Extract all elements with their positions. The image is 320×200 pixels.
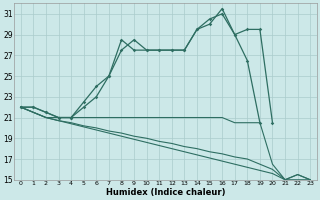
X-axis label: Humidex (Indice chaleur): Humidex (Indice chaleur) [106,188,225,197]
